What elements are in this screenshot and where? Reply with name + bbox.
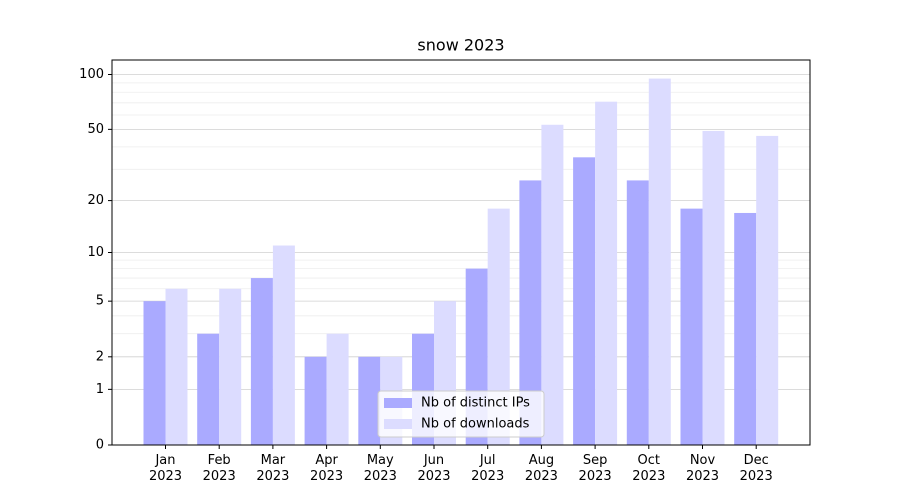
bar (680, 208, 703, 445)
bar (304, 356, 327, 445)
bar (197, 333, 220, 445)
bar (756, 135, 779, 445)
x-tick-label: Apr 2023 (310, 453, 344, 484)
legend-swatch (384, 419, 412, 429)
y-tick-label: 1 (96, 382, 104, 397)
legend-swatch (384, 398, 412, 408)
x-tick-label: Aug 2023 (524, 453, 558, 484)
bar (734, 212, 757, 445)
bar (702, 130, 725, 445)
bar (326, 333, 349, 445)
bar (250, 278, 273, 445)
legend-label: Nb of downloads (421, 417, 530, 432)
bar (573, 157, 596, 445)
x-tick-label: Sep 2023 (578, 453, 612, 484)
y-tick-label: 2 (96, 349, 104, 364)
y-tick-label: 20 (87, 193, 104, 208)
bar (143, 301, 166, 445)
y-tick-label: 5 (96, 294, 104, 309)
x-tick-label: Dec 2023 (739, 453, 773, 484)
plot-frame (111, 59, 811, 446)
bar (219, 288, 242, 445)
bar (626, 180, 649, 446)
bar (165, 288, 188, 445)
bar (648, 78, 671, 446)
chart-title: snow 2023 (417, 36, 504, 55)
y-tick-label: 50 (87, 122, 104, 137)
x-tick-label: Jun 2023 (417, 453, 451, 484)
x-tick-label: May 2023 (363, 453, 397, 484)
legend-label: Nb of distinct IPs (421, 396, 530, 411)
bar (519, 180, 542, 446)
bar (595, 101, 618, 445)
legend-box (377, 390, 545, 438)
x-tick-label: Jul 2023 (471, 453, 505, 484)
y-tick-label: 0 (96, 438, 104, 453)
y-tick-label: 100 (79, 67, 104, 82)
bar (541, 124, 564, 445)
x-tick-label: Feb 2023 (202, 453, 236, 484)
bar (358, 356, 381, 445)
y-tick-label: 10 (87, 245, 104, 260)
bar (487, 208, 510, 445)
x-tick-label: Nov 2023 (685, 453, 720, 484)
x-tick-label: Mar 2023 (256, 453, 290, 484)
x-tick-label: Oct 2023 (632, 453, 666, 484)
x-tick-label: Jan 2023 (148, 453, 183, 484)
bar (272, 245, 295, 445)
